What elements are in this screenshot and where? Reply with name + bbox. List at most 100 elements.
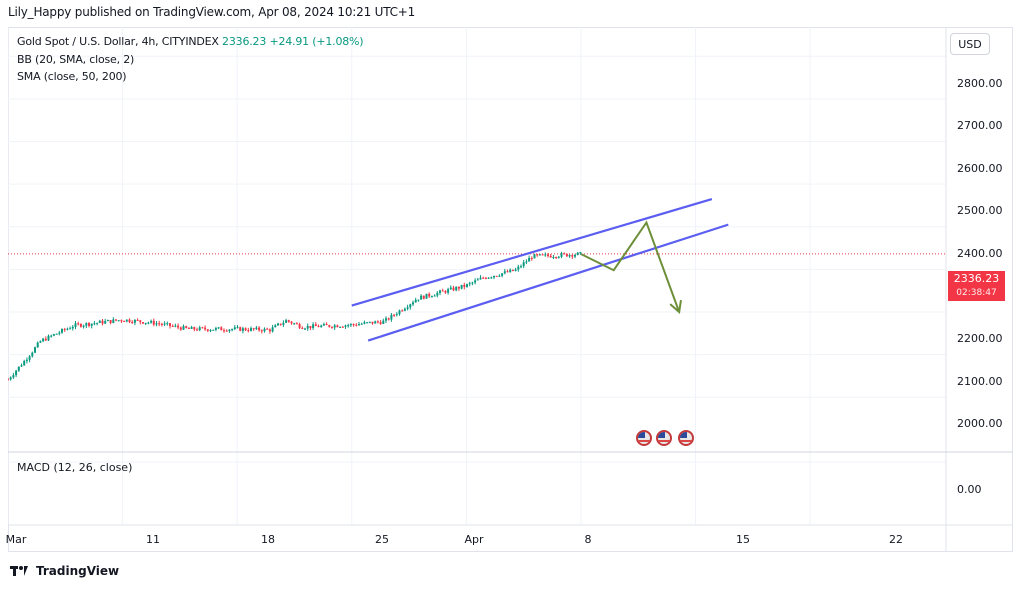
candle-body xyxy=(395,314,398,316)
candle-body xyxy=(71,326,74,329)
candle-body xyxy=(304,328,306,330)
x-tick: 22 xyxy=(889,533,903,546)
candle-body xyxy=(371,321,374,324)
candle-body xyxy=(322,324,325,326)
candle-body xyxy=(509,269,512,273)
candle-body xyxy=(349,324,352,326)
candle-body xyxy=(328,325,331,327)
candle-body xyxy=(74,323,77,327)
candle-body xyxy=(544,254,547,256)
candle-body xyxy=(560,253,563,257)
candle-body xyxy=(555,257,558,259)
candle-body xyxy=(152,320,155,325)
candle-body xyxy=(368,321,371,323)
us-flag-event-icon[interactable] xyxy=(656,430,672,446)
candle-body xyxy=(133,319,136,323)
candle-body xyxy=(115,319,117,321)
candle-body xyxy=(336,325,339,328)
us-flag-event-icon[interactable] xyxy=(678,430,694,446)
macd-label[interactable]: MACD (12, 26, close) xyxy=(17,461,133,474)
candle-body xyxy=(98,320,101,323)
x-tick: 15 xyxy=(736,533,750,546)
candle-body xyxy=(414,299,417,303)
grid xyxy=(8,27,946,525)
channel-lower-line xyxy=(367,223,729,342)
candle-body xyxy=(131,322,134,324)
candle-body xyxy=(403,308,406,311)
candle-body xyxy=(498,275,501,277)
candle-body xyxy=(355,324,358,326)
candle-body xyxy=(247,330,250,332)
us-flag-event-icon[interactable] xyxy=(636,430,652,446)
candle-body xyxy=(58,332,61,334)
projection-path xyxy=(580,220,681,313)
candle-body xyxy=(69,328,72,330)
candle-body xyxy=(376,321,379,323)
candle-body xyxy=(82,325,85,327)
candle-body xyxy=(341,326,344,328)
candles xyxy=(8,251,582,381)
x-tick: 11 xyxy=(146,533,160,546)
candle-body xyxy=(128,319,131,323)
y-tick: 2600.00 xyxy=(957,162,1003,175)
legend-bb[interactable]: BB (20, SMA, close, 2) xyxy=(17,53,135,66)
candle-body xyxy=(79,324,82,327)
candle-body xyxy=(482,277,485,279)
y-tick: 2100.00 xyxy=(957,375,1003,388)
candle-body xyxy=(541,254,544,256)
candle-body xyxy=(233,327,236,330)
candle-body xyxy=(23,360,26,366)
candle-body xyxy=(258,327,261,331)
candle-body xyxy=(204,327,207,330)
candle-body xyxy=(50,335,53,337)
candle-body xyxy=(155,323,158,325)
candle-body xyxy=(190,327,193,329)
candle-body xyxy=(557,256,560,258)
candle-body xyxy=(177,325,180,328)
candle-body xyxy=(274,325,277,328)
candle-body xyxy=(306,325,309,329)
tradingview-logo[interactable]: TradingView xyxy=(10,564,119,578)
candle-body xyxy=(344,325,347,327)
x-tick: 8 xyxy=(584,533,592,546)
candle-body xyxy=(366,322,369,324)
x-tick: Apr xyxy=(464,533,484,546)
candle-body xyxy=(31,352,34,357)
legend-change: +24.91 (+1.08%) xyxy=(269,35,364,48)
candle-body xyxy=(406,307,409,309)
y-tick: 2800.00 xyxy=(957,77,1003,90)
candle-body xyxy=(109,320,112,323)
tradingview-logo-text: TradingView xyxy=(36,564,120,578)
candle-body xyxy=(363,322,366,324)
candle-body xyxy=(463,284,466,287)
candle-body xyxy=(104,321,107,324)
candle-body xyxy=(457,286,460,289)
x-tick: 25 xyxy=(375,533,389,546)
legend-sma[interactable]: SMA (close, 50, 200) xyxy=(17,70,127,83)
candle-body xyxy=(117,320,120,322)
candle-body xyxy=(444,291,447,293)
candle-body xyxy=(331,326,333,328)
candle-body xyxy=(298,323,301,328)
candle-body xyxy=(144,322,147,324)
candle-body xyxy=(317,326,320,328)
candle-body xyxy=(312,324,315,329)
candle-body xyxy=(187,327,190,329)
trend-channel xyxy=(351,197,729,342)
candle-body xyxy=(382,320,385,324)
tradingview-logo-icon xyxy=(10,566,28,576)
price-chart[interactable] xyxy=(8,27,1013,552)
candle-body xyxy=(47,335,50,341)
candle-body xyxy=(174,325,177,327)
candle-body xyxy=(55,333,58,335)
candle-body xyxy=(552,257,555,259)
candle-body xyxy=(295,323,298,325)
candle-body xyxy=(63,329,66,331)
currency-button[interactable]: USD xyxy=(950,33,990,55)
candle-body xyxy=(250,328,252,331)
last-price-tag: 2336.23 02:38:47 xyxy=(948,271,1005,301)
candle-body xyxy=(85,323,88,326)
candle-body xyxy=(263,328,266,332)
candle-body xyxy=(169,323,171,327)
candle-body xyxy=(547,254,549,256)
